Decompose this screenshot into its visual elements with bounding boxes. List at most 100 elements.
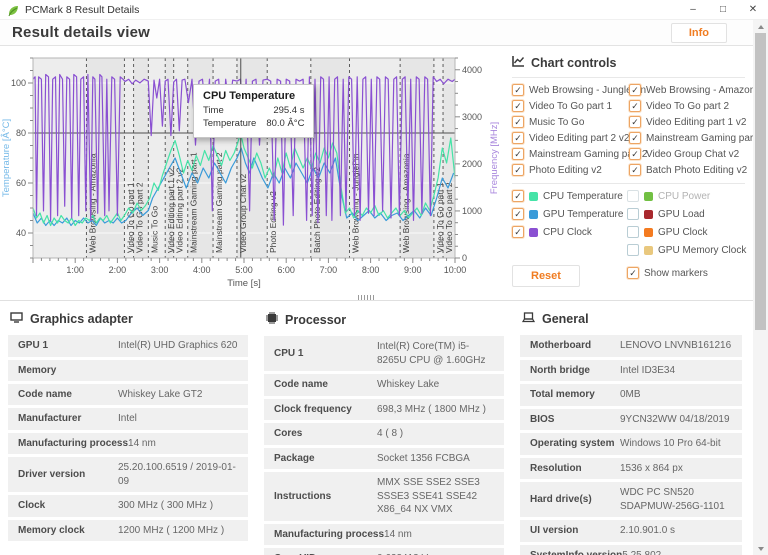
workload-toggle[interactable]: ✓ Video Editing part 1 v2: [629, 116, 764, 128]
row-label: Motherboard: [530, 340, 592, 352]
vertical-scrollbar[interactable]: [753, 20, 768, 555]
table-row: Package Socket 1356 FCBGA: [264, 447, 504, 469]
checkbox-checked[interactable]: ✓: [512, 100, 524, 112]
splitter-handle[interactable]: [358, 295, 374, 302]
scrollbar-thumb[interactable]: [755, 33, 766, 330]
workload-toggle[interactable]: ✓ Video To Go part 2: [629, 100, 764, 112]
toggle-label: Web Browsing - JunglePin: [529, 84, 647, 96]
toggle-label: Web Browsing - Amazonia: [646, 84, 764, 96]
toggle-label: GPU Clock: [658, 226, 708, 238]
checkbox-unchecked[interactable]: [627, 244, 639, 256]
workload-toggle[interactable]: ✓ Video Editing part 2 v2: [512, 132, 629, 144]
checkbox-checked[interactable]: ✓: [629, 84, 641, 96]
row-value: 9YCN32WW 04/18/2019: [620, 413, 730, 425]
series-color-swatch: [529, 227, 538, 237]
row-label: Package: [274, 452, 315, 464]
checkbox-checked[interactable]: ✓: [512, 116, 524, 128]
toggle-label: Mainstream Gaming part 2: [529, 148, 648, 160]
toggle-label: Video To Go part 2: [646, 100, 730, 112]
divider: [512, 183, 745, 184]
toggle-label: Video Editing part 1 v2: [646, 116, 747, 128]
row-label: GPU 1: [18, 340, 49, 352]
workload-toggle[interactable]: ✓ Batch Photo Editing v2: [629, 164, 764, 176]
table-row: GPU 1 Intel(R) UHD Graphics 620: [8, 335, 248, 357]
chart-tooltip: CPU Temperature Time 295.4 s Temperature 80…: [193, 84, 315, 138]
series-toggle[interactable]: CPU Power: [627, 190, 746, 202]
checkbox-checked[interactable]: ✓: [512, 132, 524, 144]
series-toggle[interactable]: ✓ GPU Temperature: [512, 208, 627, 220]
row-label: UI version: [530, 525, 579, 537]
close-button[interactable]: ✕: [748, 4, 758, 15]
series-toggle[interactable]: GPU Load: [627, 208, 746, 220]
workload-toggle[interactable]: ✓ Music To Go: [512, 116, 627, 128]
chart-controls-header: Chart controls: [512, 55, 745, 70]
checkbox-unchecked[interactable]: [627, 208, 639, 220]
workload-toggle[interactable]: ✓ Web Browsing - Amazonia: [629, 84, 764, 96]
checkbox-checked[interactable]: ✓: [629, 148, 641, 160]
table-row: SystemInfo version5.25.802: [520, 544, 742, 555]
checkbox-checked[interactable]: ✓: [629, 164, 641, 176]
section-label: Web Browsing - Amazonia: [401, 153, 411, 253]
svg-text:1:00: 1:00: [66, 265, 84, 275]
table-row: Operating system Windows 10 Pro 64-bit: [520, 433, 742, 455]
section-label: Video To Go part 2: [135, 182, 145, 253]
row-label: Core VID: [274, 553, 377, 555]
maximize-button[interactable]: □: [719, 4, 727, 15]
row-value: 25.20.100.6519 / 2019-01-09: [118, 462, 236, 487]
row-label: Clock: [18, 500, 46, 512]
checkbox-checked[interactable]: ✓: [512, 84, 524, 96]
checkbox-checked[interactable]: ✓: [512, 190, 524, 202]
checkbox-checked[interactable]: ✓: [626, 267, 639, 279]
toggle-label: Video To Go part 1: [529, 100, 613, 112]
show-markers-toggle[interactable]: ✓ Show markers: [626, 267, 708, 279]
checkbox-unchecked[interactable]: [627, 190, 639, 202]
scroll-up-arrow[interactable]: [753, 20, 768, 33]
series-toggle[interactable]: GPU Clock: [627, 226, 746, 238]
svg-text:7:00: 7:00: [320, 265, 338, 275]
checkbox-checked[interactable]: ✓: [512, 164, 524, 176]
toggle-label: CPU Power: [658, 190, 711, 202]
series-legend: ✓ CPU Temperature ✓ GPU Temperature ✓ CPU Clo…: [512, 190, 746, 256]
right-axis-label: Frequency [MHz]: [489, 122, 500, 194]
workload-toggle[interactable]: ✓ Mainstream Gaming part 2: [512, 148, 647, 160]
svg-text:100: 100: [11, 78, 26, 88]
chart-area: Web Browsing - Amazonia Video To Go part …: [0, 46, 505, 300]
svg-text:3:00: 3:00: [151, 265, 169, 275]
row-label: Code name: [274, 379, 328, 391]
svg-text:60: 60: [16, 178, 26, 188]
checkbox-checked[interactable]: ✓: [512, 226, 524, 238]
workload-toggle[interactable]: ✓ Video Group Chat v2: [629, 148, 764, 160]
series-toggle[interactable]: GPU Memory Clock: [627, 244, 746, 256]
table-row: Memory clock 1200 MHz ( 1200 MHz ): [8, 519, 248, 541]
workload-toggle[interactable]: ✓ Web Browsing - JunglePin: [512, 84, 646, 96]
checkbox-checked[interactable]: ✓: [629, 116, 641, 128]
workload-toggle[interactable]: ✓ Photo Editing v2: [512, 164, 627, 176]
checkbox-checked[interactable]: ✓: [629, 100, 641, 112]
series-toggle[interactable]: ✓ CPU Clock: [512, 226, 627, 238]
checkbox-unchecked[interactable]: [627, 226, 639, 238]
info-button[interactable]: Info: [670, 22, 727, 43]
table-row: Memory: [8, 359, 248, 381]
toggle-label: Batch Photo Editing v2: [646, 164, 748, 176]
reset-button[interactable]: Reset: [512, 265, 580, 287]
minimize-button[interactable]: –: [690, 4, 696, 15]
laptop-icon: [521, 312, 536, 326]
checkbox-checked[interactable]: ✓: [512, 148, 524, 160]
section-label: Web Browsing - JunglePin: [351, 153, 361, 253]
row-value: 5.25.802: [622, 549, 662, 555]
series-line-gpu-temperature: [32, 147, 455, 227]
checkbox-checked[interactable]: ✓: [629, 132, 641, 144]
table-row: Code name Whiskey Lake: [264, 374, 504, 396]
workload-toggle[interactable]: ✓ Mainstream Gaming part 1: [629, 132, 764, 144]
left-axis-label: Temperature [Â°C]: [1, 119, 12, 197]
row-label: BIOS: [530, 413, 555, 425]
view-header: Result details view Info: [0, 20, 753, 46]
workload-toggle[interactable]: ✓ Video To Go part 1: [512, 100, 627, 112]
checkbox-checked[interactable]: ✓: [512, 208, 524, 220]
row-value: LENOVO LNVNB161216: [620, 340, 732, 351]
toggle-label: GPU Memory Clock: [658, 244, 747, 256]
row-value: Windows 10 Pro 64-bit: [620, 438, 721, 449]
table-row: Clock 300 MHz ( 300 MHz ): [8, 495, 248, 517]
scroll-down-arrow[interactable]: [753, 542, 768, 555]
series-toggle[interactable]: ✓ CPU Temperature: [512, 190, 627, 202]
